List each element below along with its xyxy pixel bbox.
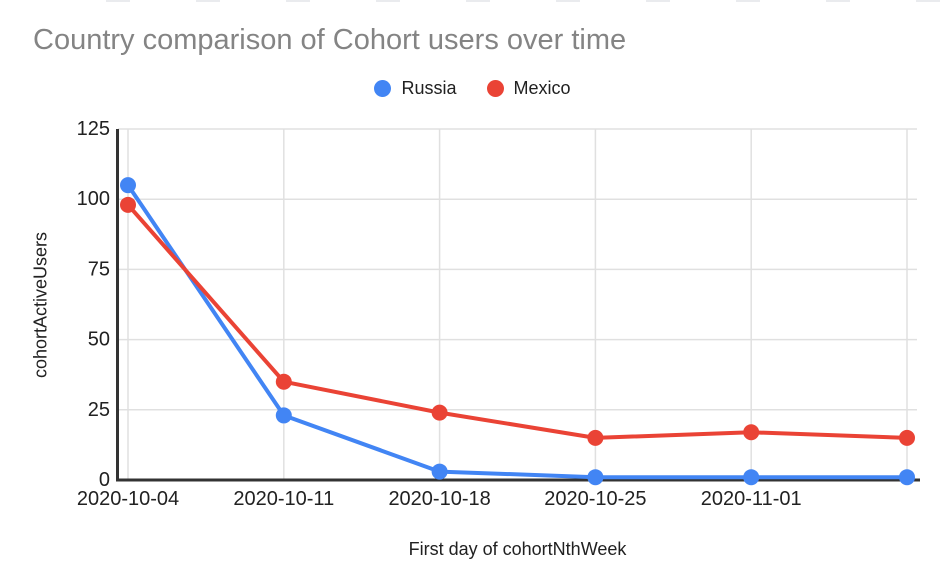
legend-item-mexico[interactable]: Mexico (486, 78, 571, 99)
y-tick-label: 125 (77, 118, 110, 140)
legend-item-russia[interactable]: Russia (374, 78, 457, 99)
y-tick-label: 25 (88, 399, 110, 421)
y-tick-label: 75 (88, 258, 110, 280)
data-point-mexico[interactable] (743, 424, 760, 441)
data-point-mexico[interactable] (275, 373, 292, 390)
cropped-content-artifact (40, 0, 945, 2)
y-axis-title: cohortActiveUsers (30, 231, 51, 379)
y-tick-label: 50 (88, 329, 110, 351)
data-point-russia[interactable] (587, 469, 604, 486)
x-tick-label: 2020-10-11 (233, 488, 334, 510)
legend-label: Russia (401, 78, 457, 98)
x-axis-title: First day of cohortNthWeek (408, 539, 627, 559)
legend-dot-icon (374, 80, 392, 97)
data-point-mexico[interactable] (587, 429, 604, 446)
x-tick-label: 2020-10-25 (544, 488, 646, 510)
data-point-russia[interactable] (743, 469, 760, 486)
legend-dot-icon (486, 80, 504, 97)
x-tick-label: 2020-10-04 (77, 488, 179, 510)
data-point-russia[interactable] (899, 469, 915, 486)
x-tick-label: 2020-10-18 (388, 488, 490, 510)
data-point-russia[interactable] (431, 463, 448, 480)
series-line-mexico (126, 202, 909, 440)
series-line-russia (126, 183, 909, 480)
y-tick-label: 100 (77, 188, 110, 210)
data-point-russia[interactable] (275, 407, 292, 424)
data-point-mexico[interactable] (120, 196, 136, 213)
chart-title: Country comparison of Cohort users over … (33, 24, 627, 56)
y-tick-label: 0 (99, 469, 110, 491)
data-point-mexico[interactable] (431, 404, 448, 421)
data-point-russia[interactable] (120, 177, 136, 194)
data-point-mexico[interactable] (899, 429, 915, 446)
chart-legend: Russia Mexico (0, 78, 945, 99)
legend-label: Mexico (513, 78, 571, 98)
x-tick-label: 2020-11-01 (701, 488, 802, 510)
